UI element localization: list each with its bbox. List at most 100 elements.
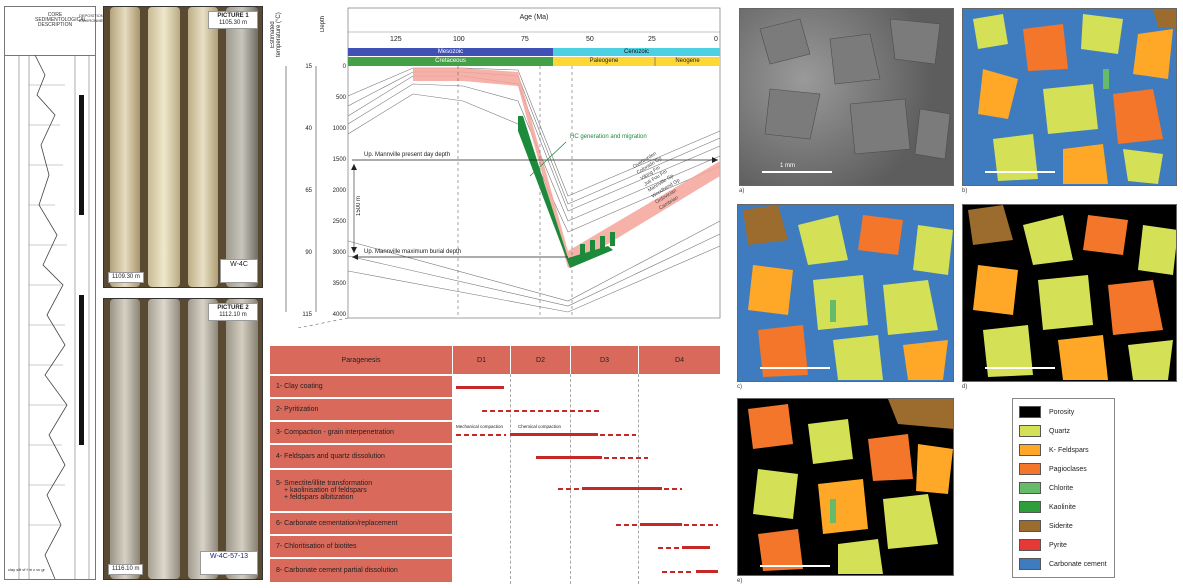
bar-clay-coating: [456, 386, 504, 389]
era-cenozoic: Cenozoic: [623, 49, 649, 55]
row-label: 3- Compaction - grain interpenetration: [276, 429, 394, 436]
legend-item: K- Feldspars: [1019, 443, 1089, 457]
legend-label: Carbonate cement: [1049, 560, 1107, 568]
age-tick: 50: [586, 36, 594, 43]
legend-label: Chlorite: [1049, 484, 1074, 492]
bar-dissolution-tail: [604, 457, 648, 459]
bar-chlorite-lead: [658, 547, 680, 549]
row-label: 5- Smectite/illite transformation: [276, 480, 373, 487]
temp-tick: 115: [302, 312, 312, 318]
panel-label-b: b): [962, 188, 968, 194]
micrograph-b: [962, 8, 1177, 186]
photo-1-title: PICTURE 1 1105.30 m: [208, 11, 258, 29]
legend-item: Carbonate cement: [1019, 557, 1107, 571]
photo-1-tag: W-4C: [220, 259, 258, 283]
legend-item: Pagioclases: [1019, 462, 1087, 476]
paragenesis-row-6: 6- Carbonate cementation/replacement: [270, 513, 452, 535]
bar-pyritization: [482, 410, 602, 412]
depth-tick: 3500: [332, 281, 346, 287]
panel-label-e: e): [737, 578, 743, 584]
row-label: 7- Chloritisation of biotites: [276, 543, 357, 550]
log-grain-scale: clay silt vf f m c vc gr: [8, 567, 45, 572]
paragenesis-header-label: Paragenesis: [341, 356, 381, 364]
depth-tick: 1500: [332, 157, 346, 163]
row-label: 4- Feldspars and quartz dissolution: [276, 453, 385, 460]
temp-tick: 40: [305, 126, 312, 132]
legend-swatch: [1019, 406, 1041, 418]
legend-swatch: [1019, 558, 1041, 570]
paragenesis-header: [270, 346, 720, 374]
legend-label: Pagioclases: [1049, 465, 1087, 473]
temperature-axis-title: Estimated temperature (°C): [270, 12, 282, 58]
photo-1-bottom-depth: 1109.30 m: [108, 272, 144, 283]
core-photo-1: PICTURE 1 1105.30 m 1109.30 m W-4C: [103, 6, 263, 288]
age-tick: 100: [453, 36, 465, 43]
depth-tick: 4000: [332, 312, 346, 318]
depth-tick: 3000: [332, 250, 346, 256]
bar-compaction-tail: [600, 434, 636, 436]
bar-carbonate: [640, 523, 682, 526]
present-depth-annotation: Up. Mannville present day depth: [364, 152, 451, 158]
depth-tick: 2000: [332, 188, 346, 194]
paragenesis-row-8: 8- Carbonate cement partial dissolution: [270, 559, 452, 583]
period-neogene: Neogene: [675, 58, 700, 64]
core-photo-2: PICTURE 2 1112.10 m 1116.10 m W-4C-57-13: [103, 298, 263, 580]
burial-history-plot: Age (Ma) Estimated temperature (°C) Dept…: [268, 6, 722, 329]
note-chemical: Chemical compaction: [518, 424, 562, 429]
log-drawing: [18, 55, 90, 579]
legend-swatch: [1019, 444, 1041, 456]
panel-label-d: d): [962, 384, 968, 390]
bar-smectite: [582, 487, 662, 490]
age-tick: 125: [390, 36, 402, 43]
bar-dissolution: [536, 456, 602, 459]
legend-label: Kaolinite: [1049, 503, 1076, 511]
sedimentological-log: CORE SEDIMENTOLOGICAL DESCRIPTION DEPOSI…: [4, 6, 109, 580]
legend-item: Siderite: [1019, 519, 1073, 533]
legend-label: K- Feldspars: [1049, 446, 1089, 454]
photo-1-depth: 1105.30 m: [219, 20, 247, 26]
row-label: + feldspars albitization: [284, 494, 354, 501]
age-tick: 0: [714, 36, 718, 43]
row-label: 2- Pyritization: [276, 406, 319, 413]
legend-label: Porosity: [1049, 408, 1075, 416]
legend-swatch: [1019, 425, 1041, 437]
depth-tick: 500: [335, 95, 346, 101]
bar-chloritisation: [682, 546, 710, 549]
max-burial-annotation: Up. Mannville maximum burial depth: [364, 249, 462, 255]
paragenesis-row-4: 4- Feldspars and quartz dissolution: [270, 445, 452, 469]
panel-label-a: a): [739, 188, 745, 194]
stage-d3: D3: [570, 346, 638, 374]
depth-tick: 2500: [332, 219, 346, 225]
row-label: + kaolinisation of feldspars: [284, 487, 367, 494]
panel-label-c: c): [737, 384, 742, 390]
legend-swatch: [1019, 520, 1041, 532]
log-header-description: CORE SEDIMENTOLOGICAL DESCRIPTION: [35, 12, 87, 28]
age-tick: 75: [521, 36, 529, 43]
period-paleogene: Paleogene: [589, 58, 619, 64]
micrograph-e: [737, 398, 954, 576]
age-axis-title: Age (Ma): [519, 14, 549, 21]
legend-item: Chlorite: [1019, 481, 1073, 495]
legend-swatch: [1019, 482, 1041, 494]
period-cretaceous: Cretaceous: [435, 58, 466, 64]
photo-2-depth: 1112.10 m: [219, 312, 247, 318]
bar-mech-compaction: [456, 434, 506, 436]
era-mesozoic: Mesozoic: [437, 49, 464, 55]
bar-partial-diss-lead: [662, 571, 694, 573]
photo-1-title-text: PICTURE 1: [217, 13, 249, 19]
legend-item: Porosity: [1019, 405, 1074, 419]
paragenesis-row-7: 7- Chloritisation of biotites: [270, 536, 452, 558]
stage-d1: D1: [452, 346, 510, 374]
log-header-environment: DEPOSITIONAL ENVIRONMENT: [79, 13, 109, 23]
paragenesis-table: Paragenesis D1 D2 D3 D4 1- Clay coating …: [270, 346, 720, 584]
legend-item: Kaolinite: [1019, 500, 1076, 514]
photo-2-title-text: PICTURE 2: [217, 305, 249, 311]
mineral-legend: Porosity Quartz K- Feldspars Pagioclases…: [1012, 398, 1115, 578]
paragenesis-row-3: 3- Compaction - grain interpenetration: [270, 422, 452, 444]
depth-axis-title: Depth: [320, 16, 326, 33]
temp-tick: 65: [305, 188, 312, 194]
burial-svg: [285, 7, 721, 329]
row-label: 8- Carbonate cement partial dissolution: [276, 567, 398, 574]
legend-label: Siderite: [1049, 522, 1073, 530]
bar-carbonate-lead: [616, 524, 638, 526]
